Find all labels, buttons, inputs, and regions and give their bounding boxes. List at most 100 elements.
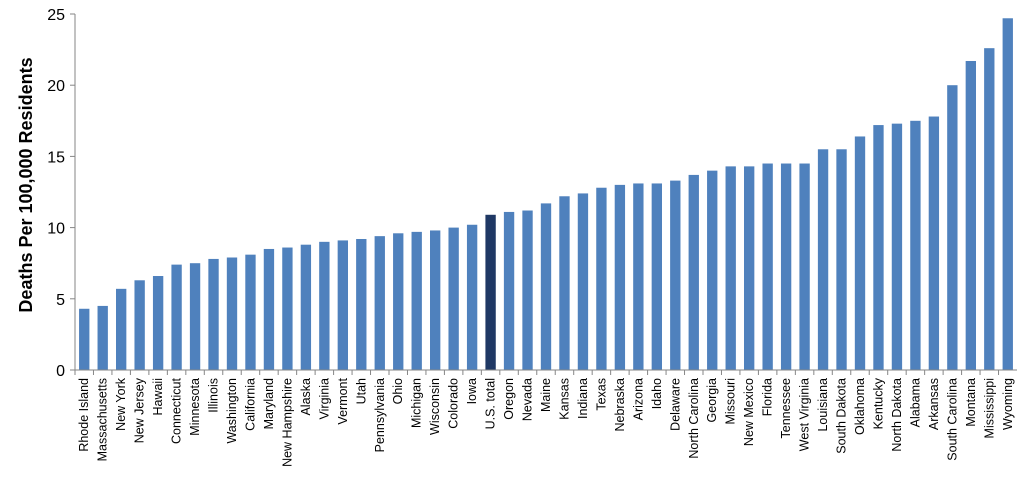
bar [226,257,238,370]
x-category-label: Hawaii [151,378,165,416]
x-category-label: New Jersey [133,377,147,443]
bar [393,233,404,370]
bar [947,85,958,370]
bar [744,166,755,370]
x-category-label: Kentucky [871,377,885,429]
x-category-label: South Carolina [945,378,959,461]
bar [208,258,219,370]
x-category-label: Arkansas [927,378,941,430]
x-category-label: Iowa [465,378,479,404]
bar [559,196,570,370]
y-axis-ticks: 0 5 10 15 20 25 [47,7,75,380]
y-tick-label: 0 [56,363,65,380]
x-category-label: Pennsylvania [373,378,387,452]
x-category-label: Georgia [705,378,719,423]
x-category-label: Montana [964,378,978,427]
bars [79,18,1013,371]
x-category-label: South Dakota [835,378,849,454]
x-category-label: New York [114,377,128,431]
bar [134,280,145,370]
x-category-label: Kansas [557,378,571,420]
bar [337,240,348,370]
bar [430,230,441,370]
x-category-label: U.S. total [484,378,498,429]
bar [984,48,995,371]
bar [670,180,681,370]
x-category-label: Louisiana [816,378,830,432]
x-category-label: Alaska [299,378,313,416]
y-tick-label: 10 [47,221,65,238]
bar [411,231,422,370]
x-category-label: Colorado [447,378,461,429]
x-category-label: Washington [225,378,239,444]
bar [374,236,385,370]
bar [762,163,773,370]
bar [319,241,330,370]
bar [116,288,127,370]
bar [780,163,792,370]
x-category-label: Nebraska [613,378,627,432]
bar [854,136,866,370]
bar [651,183,662,370]
bar [300,244,312,370]
bar [448,227,459,370]
x-category-label: Connecticut [170,377,184,444]
category-labels: Rhode Island Massachusetts New York New Jer… [74,370,1015,467]
x-category-label: Indiana [576,378,590,419]
bar [725,166,736,370]
bar [503,211,515,370]
bar [356,238,367,370]
x-category-label: California [243,378,257,431]
x-category-label: Florida [761,378,775,416]
bar [614,184,626,370]
bar [152,276,164,370]
x-category-label: North Dakota [890,378,904,452]
bar [817,149,829,370]
bar [688,174,699,370]
bar [799,163,810,370]
x-category-label: Vermont [336,377,350,424]
bar [540,203,552,370]
x-category-label: Missouri [724,378,738,425]
x-category-label: West Virginia [798,378,812,451]
bar [910,120,921,370]
bar [891,123,903,370]
x-category-label: Wisconsin [428,378,442,435]
bar [836,149,847,370]
x-category-label: Maryland [262,378,276,429]
bar [245,254,256,370]
x-category-label: Oregon [502,378,516,420]
bar [282,247,293,370]
x-category-label: New Hampshire [280,378,294,467]
bar [873,125,884,371]
bar [522,210,533,370]
y-tick-label: 20 [47,78,65,95]
x-category-label: Tennessee [779,378,793,439]
y-axis-title: Deaths Per 100,000 Residents [16,57,36,312]
x-category-label: Massachusetts [96,378,110,461]
y-tick-label: 5 [56,292,65,309]
bar [79,308,90,370]
x-category-label: Utah [354,378,368,404]
y-tick-label: 15 [47,149,65,166]
x-category-label: Arizona [631,378,645,420]
x-category-label: Maine [539,378,553,412]
x-category-label: Minnesota [188,378,202,436]
x-category-label: Mississippi [982,378,996,438]
bar [596,187,607,370]
x-category-label: New Mexico [742,378,756,446]
bar [928,116,940,370]
bar [485,214,496,370]
bar [189,263,201,370]
x-category-label: North Carolina [687,378,701,459]
x-category-label: Idaho [650,378,664,409]
x-category-label: Wyoming [1001,378,1015,430]
bar [707,170,718,370]
bar [171,264,182,370]
bar [965,60,976,370]
x-category-label: Virginia [317,378,331,420]
bar [577,193,589,370]
y-tick-label: 25 [47,7,65,24]
